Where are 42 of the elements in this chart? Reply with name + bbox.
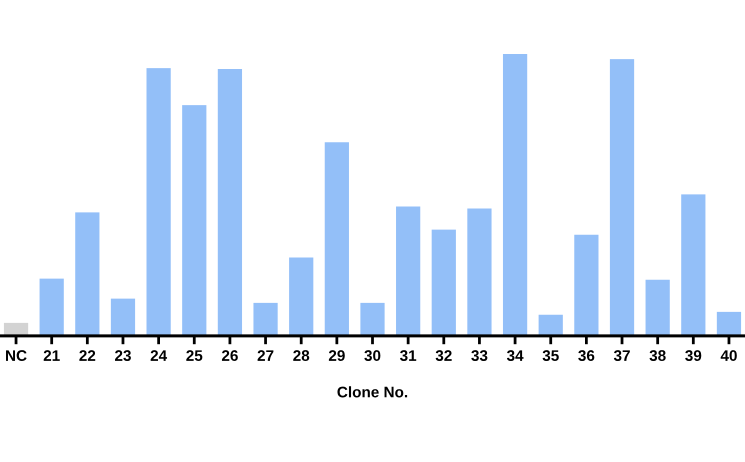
x-tick-label: 34 [506, 350, 524, 362]
x-tick-label: 39 [685, 350, 702, 362]
bar [182, 105, 206, 336]
x-tick-label: 27 [258, 350, 274, 361]
bar [110, 298, 136, 336]
x-tick-label: 31 [400, 350, 416, 362]
x-tick-label: 24 [150, 350, 168, 361]
bar [396, 206, 420, 336]
bar [360, 302, 385, 336]
x-tick-label: NC [6, 350, 27, 361]
bar [324, 142, 349, 336]
x-tick-label: 21 [44, 350, 60, 361]
x-tick-label: 29 [328, 350, 345, 361]
bar [538, 314, 563, 336]
x-tick-label: 25 [186, 350, 202, 361]
x-tick-label: 23 [115, 350, 131, 362]
bar [716, 312, 742, 336]
bar [218, 68, 242, 336]
x-tick-label: 22 [79, 350, 96, 361]
bar [502, 54, 528, 336]
x-tick-label: 40 [720, 350, 737, 361]
x-tick-label: 33 [471, 350, 488, 362]
bar [467, 208, 492, 336]
x-tick-label: 38 [650, 350, 666, 362]
bar [289, 258, 314, 336]
bar [574, 234, 598, 336]
x-tick-label: 28 [293, 350, 310, 361]
x-tick-label: 30 [364, 350, 380, 362]
bar [146, 68, 171, 336]
bar [681, 194, 706, 336]
bar [253, 302, 278, 336]
x-tick-label: 35 [542, 350, 559, 362]
bar [646, 280, 670, 336]
bar [40, 278, 64, 336]
x-axis-title: Clone No. [337, 386, 408, 398]
bar [610, 59, 634, 336]
x-tick-label: 32 [436, 350, 452, 362]
bar [432, 230, 456, 336]
x-tick-label: 37 [614, 350, 630, 362]
x-tick-label: 26 [222, 350, 238, 361]
bar [75, 212, 100, 336]
x-tick-label: 36 [578, 350, 594, 362]
